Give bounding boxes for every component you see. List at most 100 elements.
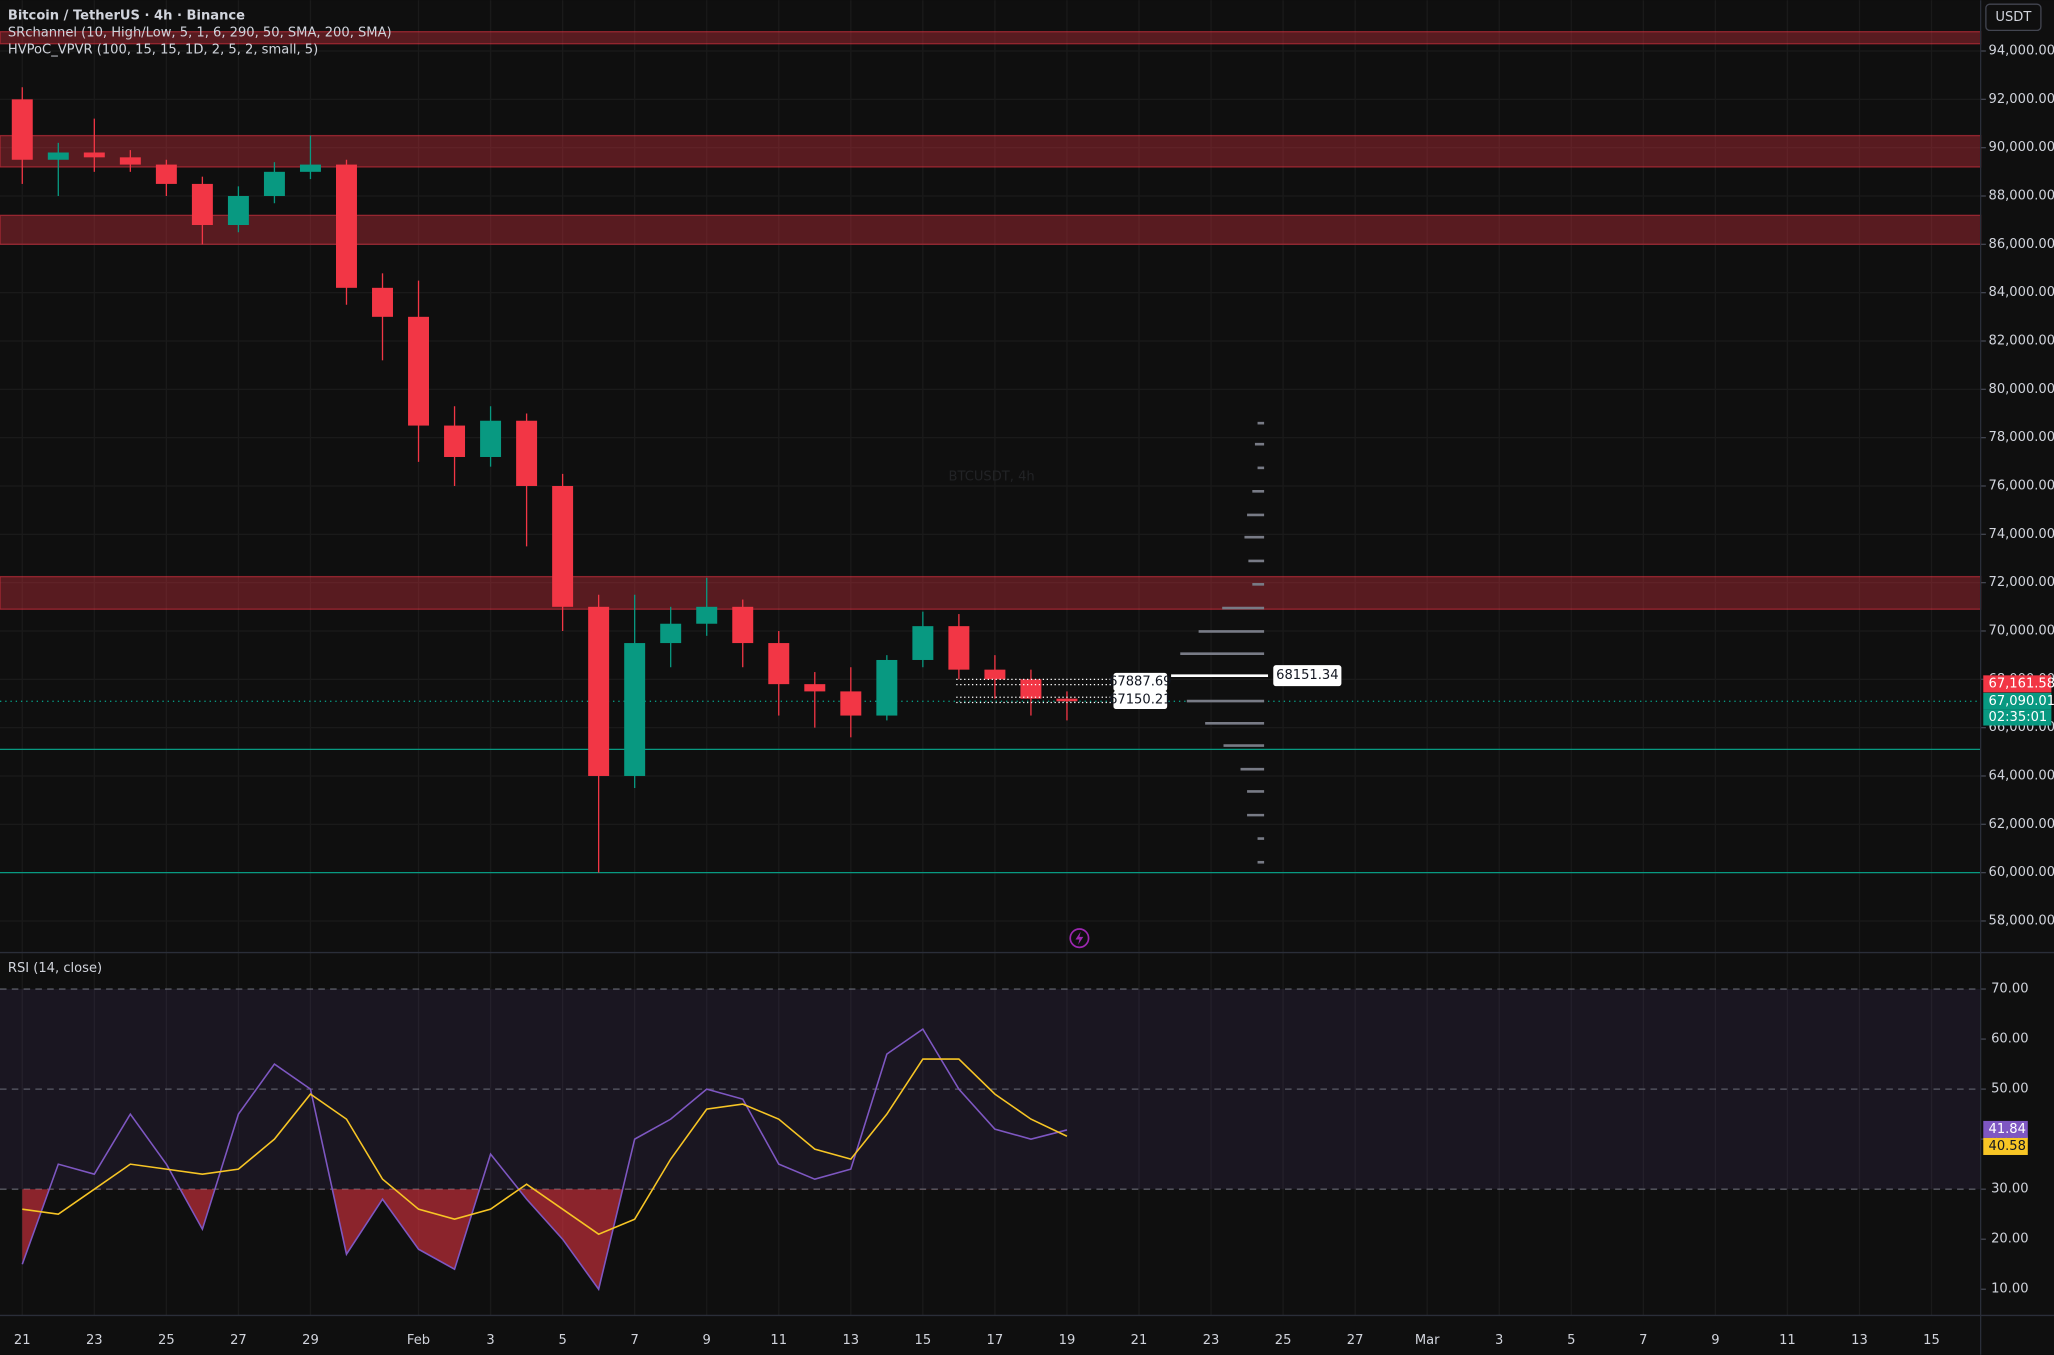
x-tick-label: 13 bbox=[1851, 1333, 1868, 1348]
y-tick-label: 60,000.00 bbox=[1989, 865, 2054, 880]
indicator-label: HVPoC_VPVR (100, 15, 15, 1D, 2, 5, 2, sm… bbox=[8, 43, 318, 58]
candle-body bbox=[227, 195, 249, 225]
symbol-title: Bitcoin / TetherUS · 4h · Binance bbox=[8, 8, 245, 23]
candle-body bbox=[768, 643, 790, 685]
rsi-value-box bbox=[1983, 1137, 2028, 1155]
y-tick-label: 74,000.00 bbox=[1989, 527, 2054, 542]
x-tick-label: 7 bbox=[631, 1333, 639, 1348]
candle-body bbox=[660, 623, 682, 644]
candle-body bbox=[47, 152, 69, 160]
x-tick-label: 23 bbox=[1203, 1333, 1220, 1348]
countdown: 02:35:01 bbox=[1989, 710, 2048, 725]
y-tick-label: 86,000.00 bbox=[1989, 237, 2054, 252]
candle-body bbox=[732, 606, 754, 644]
y-tick-label: 70,000.00 bbox=[1989, 623, 2054, 638]
x-tick-label: 27 bbox=[1347, 1333, 1364, 1348]
rsi-title: RSI (14, close) bbox=[8, 961, 102, 976]
y-tick-label: 62,000.00 bbox=[1989, 817, 2054, 832]
poc-label: 68151.34 bbox=[1276, 668, 1338, 683]
x-tick-label: 19 bbox=[1059, 1333, 1076, 1348]
y-tick-label: 30.00 bbox=[1991, 1182, 2028, 1197]
x-tick-label: 27 bbox=[230, 1333, 247, 1348]
x-tick-label: 5 bbox=[558, 1333, 566, 1348]
candle-body bbox=[624, 643, 646, 776]
x-tick-label: 25 bbox=[1275, 1333, 1292, 1348]
candle-body bbox=[552, 485, 574, 607]
x-tick-label: 3 bbox=[1495, 1333, 1503, 1348]
candle-body bbox=[191, 183, 213, 225]
y-tick-label: 70.00 bbox=[1991, 982, 2028, 997]
x-tick-label: 5 bbox=[1567, 1333, 1575, 1348]
countdown-box bbox=[1983, 709, 2052, 726]
y-tick-label: 72,000.00 bbox=[1989, 575, 2054, 590]
rsi-ma-line bbox=[22, 1058, 1068, 1236]
marked-level-box bbox=[1113, 672, 1168, 692]
candle-body bbox=[984, 669, 1006, 680]
alert-icon-bolt bbox=[1075, 931, 1084, 945]
currency-button[interactable] bbox=[1985, 3, 2042, 32]
x-tick-label: 9 bbox=[1711, 1333, 1719, 1348]
marked-level-label: 67887.69 bbox=[1109, 675, 1171, 690]
candle-body bbox=[1056, 698, 1078, 702]
candle-body bbox=[83, 152, 105, 158]
y-tick-label: 94,000.00 bbox=[1989, 44, 2054, 59]
rsi-value-label: 40.58 bbox=[1989, 1139, 2026, 1154]
candle-body bbox=[480, 420, 502, 457]
y-tick-label: 20.00 bbox=[1991, 1232, 2028, 1247]
x-tick-label: 29 bbox=[302, 1333, 319, 1348]
x-tick-label: 11 bbox=[1779, 1333, 1796, 1348]
y-tick-label: 80,000.00 bbox=[1989, 382, 2054, 397]
y-tick-label: 64,000.00 bbox=[1989, 768, 2054, 783]
watermark: BTCUSDT, 4h bbox=[949, 470, 1035, 485]
y-tick-label: 60.00 bbox=[1991, 1032, 2028, 1047]
marked-level-label: 67150.21 bbox=[1109, 692, 1171, 707]
candle-body bbox=[408, 316, 430, 426]
rsi-line bbox=[21, 1027, 1068, 1292]
candle-body bbox=[1020, 679, 1042, 699]
candle-body bbox=[804, 684, 826, 692]
candle-body bbox=[516, 420, 538, 486]
x-tick-label: 21 bbox=[1131, 1333, 1148, 1348]
y-tick-label: 50.00 bbox=[1991, 1082, 2028, 1097]
x-tick-label: 15 bbox=[915, 1333, 932, 1348]
y-tick-label: 92,000.00 bbox=[1989, 92, 2054, 107]
y-tick-label: 84,000.00 bbox=[1989, 285, 2054, 300]
currency-label[interactable]: USDT bbox=[1995, 10, 2032, 25]
candle-body bbox=[119, 157, 141, 165]
x-tick-label: 3 bbox=[486, 1333, 494, 1348]
y-tick-label: 76,000.00 bbox=[1989, 478, 2054, 493]
candle-body bbox=[948, 626, 970, 670]
candle-body bbox=[11, 99, 33, 160]
rsi-value-label: 41.84 bbox=[1989, 1122, 2026, 1137]
candle-body bbox=[299, 164, 321, 172]
price-label-box bbox=[1983, 675, 2052, 693]
sr-zone bbox=[0, 575, 1982, 610]
y-tick-label: 88,000.00 bbox=[1989, 188, 2054, 203]
y-tick-label: 90,000.00 bbox=[1989, 140, 2054, 155]
rsi-oversold-fill bbox=[22, 1189, 623, 1290]
alert-icon[interactable] bbox=[1069, 928, 1090, 949]
x-tick-label: 25 bbox=[158, 1333, 175, 1348]
candle-body bbox=[840, 691, 862, 716]
y-tick-label: 10.00 bbox=[1991, 1282, 2028, 1297]
y-tick-label: 82,000.00 bbox=[1989, 333, 2054, 348]
price-label-box bbox=[1983, 692, 2052, 710]
x-tick-label: 15 bbox=[1923, 1333, 1940, 1348]
poc-label-box bbox=[1273, 665, 1342, 687]
sr-zone bbox=[0, 134, 1982, 168]
x-tick-label: 23 bbox=[86, 1333, 103, 1348]
candle-body bbox=[696, 606, 718, 624]
x-tick-label: 9 bbox=[703, 1333, 711, 1348]
rsi-value-box bbox=[1983, 1120, 2028, 1138]
candle-body bbox=[155, 164, 177, 184]
sr-zone bbox=[0, 214, 1982, 245]
price-label: 67,161.58 bbox=[1989, 676, 2054, 691]
y-tick-label: 58,000.00 bbox=[1989, 913, 2054, 928]
x-tick-label: Mar bbox=[1415, 1333, 1440, 1348]
candle-body bbox=[336, 164, 357, 288]
candle-body bbox=[588, 606, 610, 776]
x-tick-label: 21 bbox=[14, 1333, 31, 1348]
y-tick-label: 78,000.00 bbox=[1989, 430, 2054, 445]
marked-level-box bbox=[1113, 690, 1168, 710]
candle-body bbox=[876, 659, 898, 716]
